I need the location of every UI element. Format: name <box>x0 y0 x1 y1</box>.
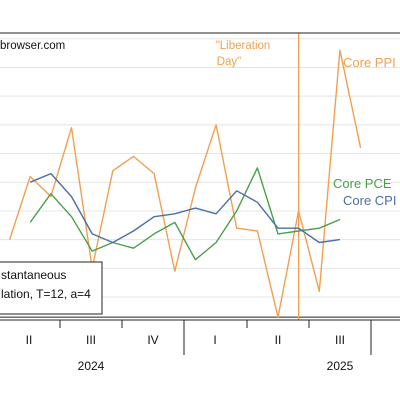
x-year-label: 2024 <box>78 359 105 373</box>
x-tick-label: IV <box>147 333 158 347</box>
series-label-core-ppi: Core PPI <box>343 55 396 70</box>
vline-label-line1: "Liberation <box>216 40 271 52</box>
x-year-label: 2025 <box>327 359 354 373</box>
x-tick-label: I <box>213 333 216 347</box>
series-layer <box>8 49 362 318</box>
vline-label-line2: Day" <box>217 56 242 68</box>
plot-frame <box>0 32 400 321</box>
x-tick-label: II <box>275 333 282 347</box>
x-tick-label: II <box>26 333 33 347</box>
legend-line1: stantaneous <box>1 268 66 282</box>
series-label-core-pce: Core PCE <box>333 176 392 191</box>
watermark-text: browser.com <box>0 40 65 52</box>
legend-line2: lation, T=12, a=4 <box>1 287 91 301</box>
series-line-core-pce <box>29 167 341 261</box>
series-line-core-cpi <box>29 172 340 244</box>
series-line-core-ppi <box>8 49 362 318</box>
series-label-core-cpi: Core CPI <box>343 193 396 208</box>
x-tick-label: III <box>335 333 345 347</box>
legend-box <box>0 261 103 315</box>
x-tick-label: III <box>86 333 96 347</box>
x-axis: IIIIIIVIIIIIII20242025 <box>26 320 372 373</box>
